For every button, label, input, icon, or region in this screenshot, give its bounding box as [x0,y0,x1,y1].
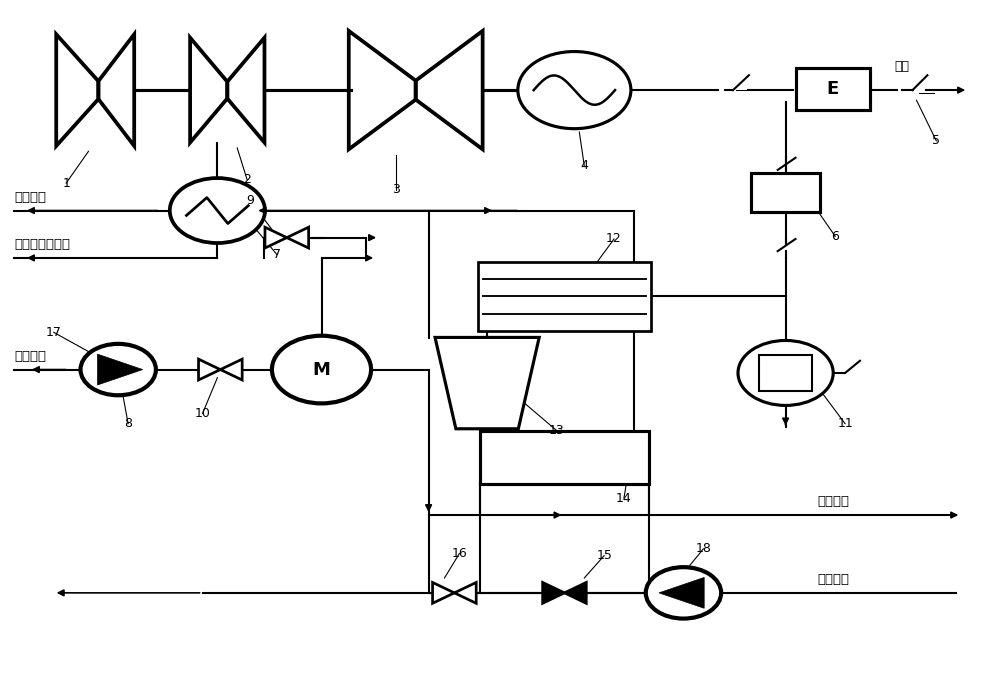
Text: 去往低压加热器: 去往低压加热器 [14,238,70,251]
Circle shape [81,344,156,395]
Circle shape [170,178,265,243]
Text: 8: 8 [124,417,132,430]
Text: 16: 16 [451,547,467,560]
Text: 9: 9 [246,194,254,207]
Text: 15: 15 [596,549,612,562]
Polygon shape [433,582,454,603]
Text: 12: 12 [606,232,622,245]
Text: 5: 5 [932,134,940,147]
Text: 17: 17 [46,326,62,339]
Polygon shape [435,338,539,429]
Bar [751,173,820,212]
Text: 11: 11 [837,417,853,430]
Text: 6: 6 [831,229,839,242]
Text: 热网回水: 热网回水 [14,350,46,363]
Polygon shape [543,582,564,603]
Polygon shape [564,582,586,603]
Text: 地热回水: 地热回水 [817,495,849,508]
Text: 2: 2 [243,173,251,186]
Text: 3: 3 [392,184,400,197]
Bar [478,262,651,331]
Text: 13: 13 [549,424,564,437]
Text: 10: 10 [195,407,210,420]
Polygon shape [220,359,242,380]
Polygon shape [659,577,704,608]
Text: 4: 4 [580,160,588,173]
Text: 上网: 上网 [894,60,909,73]
Text: 7: 7 [273,248,281,261]
Text: E: E [827,80,839,99]
Text: M: M [313,360,330,379]
Circle shape [518,51,631,129]
Text: 1: 1 [62,177,70,190]
Bar [796,68,870,110]
Text: 地热进水: 地热进水 [817,573,849,586]
Bar [480,431,649,484]
Polygon shape [265,227,287,248]
Circle shape [646,567,721,619]
Bar [759,355,812,391]
Text: 热网供水: 热网供水 [14,191,46,203]
Polygon shape [97,354,143,385]
Text: 14: 14 [616,492,632,505]
Circle shape [272,336,371,403]
Polygon shape [454,582,476,603]
Polygon shape [199,359,220,380]
Polygon shape [287,227,309,248]
Text: 18: 18 [695,543,711,556]
Circle shape [738,340,833,406]
